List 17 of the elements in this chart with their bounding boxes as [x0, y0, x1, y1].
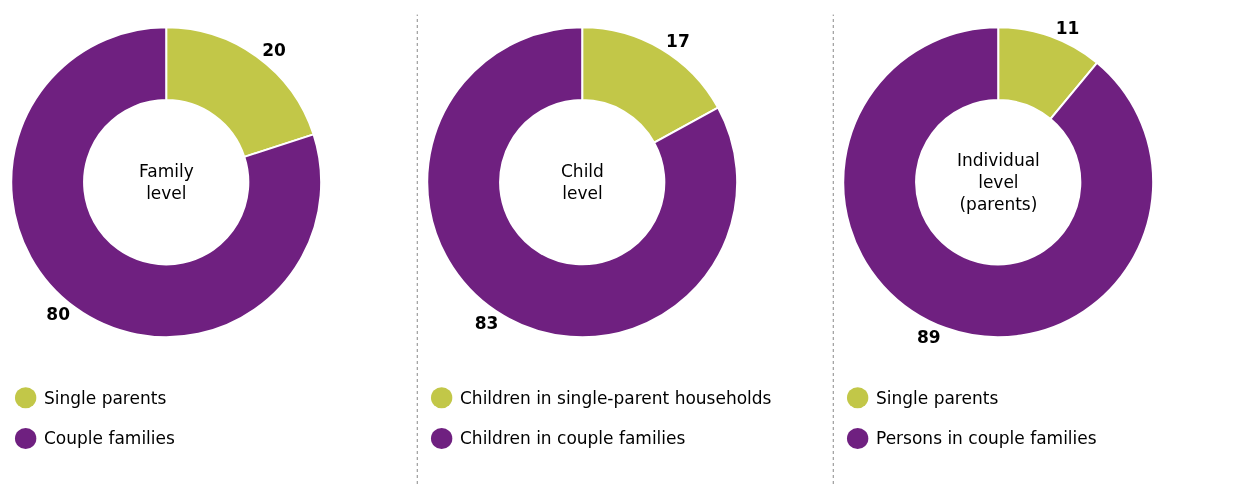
- legend-label: Couple families: [44, 428, 176, 448]
- data-label: 83: [474, 313, 499, 334]
- data-label: 17: [666, 31, 690, 52]
- legend-label: Single parents: [876, 388, 999, 408]
- legend-label: Single parents: [44, 388, 167, 408]
- data-label: 89: [917, 326, 941, 347]
- legend-label: Children in single-parent households: [460, 388, 772, 408]
- donut-slice: [426, 26, 739, 339]
- text: Family level: [139, 161, 194, 204]
- text: Child level: [561, 161, 604, 204]
- data-label: 11: [1055, 17, 1080, 38]
- legend-label: Children in couple families: [460, 428, 686, 448]
- donut-slice: [10, 26, 322, 339]
- data-label: 20: [262, 40, 287, 61]
- legend-label: Persons in couple families: [876, 428, 1097, 448]
- data-label: 80: [46, 304, 71, 325]
- text: Individual level (parents): [957, 150, 1040, 215]
